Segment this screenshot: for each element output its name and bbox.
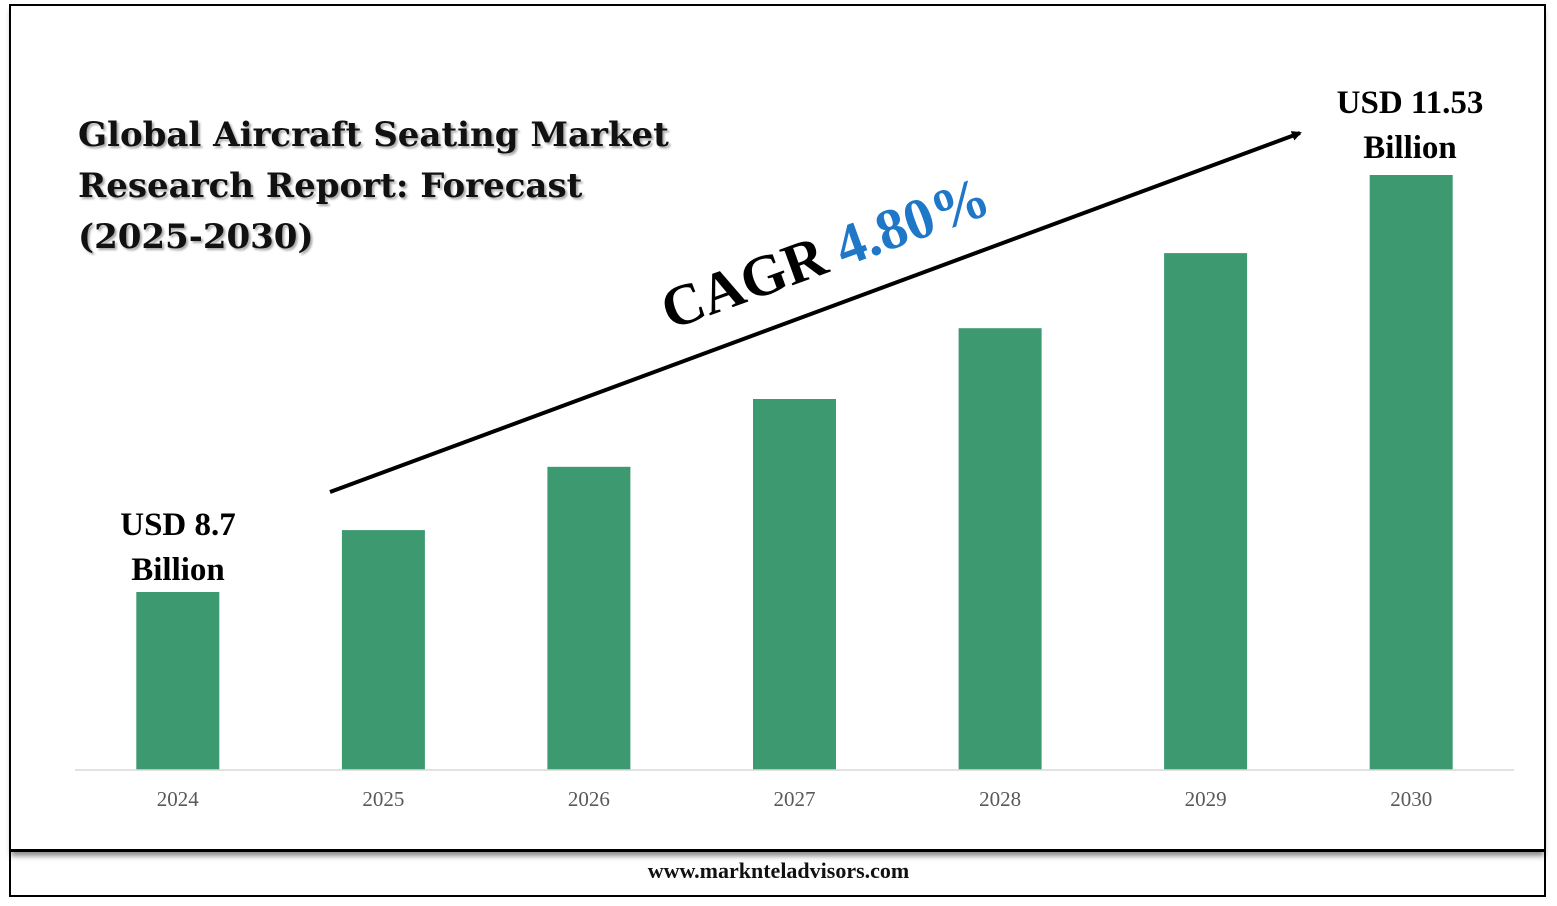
bar-2025 bbox=[341, 530, 425, 770]
cagr-value: 4.80% bbox=[826, 163, 998, 279]
footer-url: www.marknteladvisors.com bbox=[647, 858, 910, 883]
x-tick-label-2025: 2025 bbox=[362, 787, 404, 811]
x-tick-label-2029: 2029 bbox=[1185, 787, 1227, 811]
x-tick-label-2030: 2030 bbox=[1390, 787, 1432, 811]
trend-arrow bbox=[329, 131, 1302, 494]
end-value-line-1: USD 11.53 bbox=[1337, 85, 1484, 121]
x-tick-label-2024: 2024 bbox=[157, 787, 200, 811]
x-tick-label-2028: 2028 bbox=[979, 787, 1021, 811]
bar-2029 bbox=[1164, 253, 1248, 771]
chart-title: Global Aircraft Seating Market Research … bbox=[78, 110, 698, 263]
bar-2030 bbox=[1369, 175, 1453, 770]
end-value-label: USD 11.53 Billion bbox=[1337, 85, 1484, 166]
x-tick-label-2026: 2026 bbox=[568, 787, 610, 811]
chart-title-line-1: Global Aircraft Seating Market bbox=[78, 115, 669, 155]
cagr-annotation: CAGR4.80% bbox=[652, 163, 998, 342]
bar-2026 bbox=[547, 466, 631, 770]
chart-title-line-3: (2025-2030) bbox=[78, 217, 314, 257]
x-tick-label-2027: 2027 bbox=[774, 787, 816, 811]
bar-2028 bbox=[958, 328, 1042, 770]
chart-title-line-2: Research Report: Forecast bbox=[78, 166, 583, 206]
start-value-line-1: USD 8.7 bbox=[120, 507, 236, 543]
x-axis-tick-labels: 2024 2025 2026 2027 2028 2029 2030 bbox=[157, 787, 1432, 811]
end-value-line-2: Billion bbox=[1363, 130, 1457, 166]
cagr-prefix: CAGR bbox=[652, 222, 836, 342]
bar-series bbox=[136, 175, 1453, 771]
start-value-line-2: Billion bbox=[131, 552, 225, 588]
start-value-label: USD 8.7 Billion bbox=[120, 507, 236, 588]
bar-2027 bbox=[753, 399, 836, 770]
bar-2024 bbox=[136, 592, 220, 770]
